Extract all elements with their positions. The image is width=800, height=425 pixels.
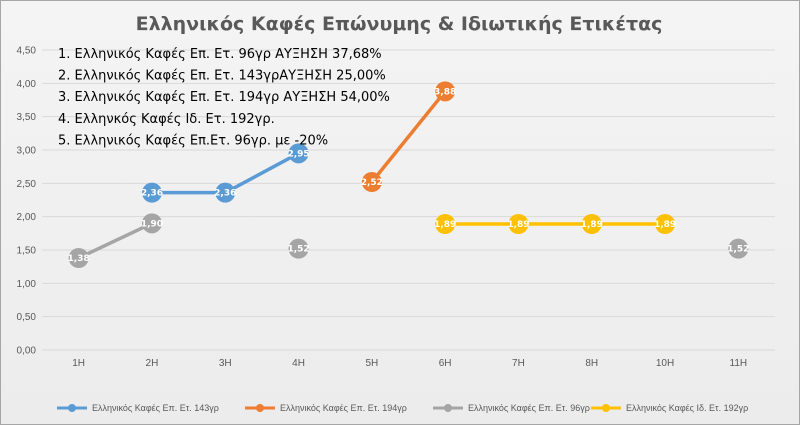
data-label: 1,89 <box>507 220 529 230</box>
legend-label: Ελληνικός Καφές Ιδ. Ετ. 192γρ <box>626 403 748 413</box>
series-line <box>370 90 447 184</box>
data-label: 1,90 <box>141 219 163 229</box>
legend-entry-3: Ελληνικός Καφές Επ. Ετ. 96γρ <box>433 403 590 413</box>
y-tick-label: 0,50 <box>17 312 37 323</box>
legend-label: Ελληνικός Καφές Επ. Ετ. 96γρ <box>468 403 590 413</box>
y-tick-label: 2,00 <box>17 212 37 223</box>
y-axis: 0,00 0,50 1,00 1,50 2,00 2,50 3,00 3,50 4,00 4,50 <box>17 46 37 357</box>
legend-marker <box>68 404 76 412</box>
series-3: 1,38 1,90 1,52 1,52 <box>68 213 749 268</box>
y-tick-label: 4,50 <box>17 46 37 57</box>
legend-entry-2: Ελληνικός Καφές Επ. Ετ. 194γρ <box>245 403 407 413</box>
data-point <box>215 182 236 203</box>
annotation-item: 2. Ελληνικός Καφές Επ. Ετ. 143γρΑΥΞΗΣΗ 2… <box>58 69 386 84</box>
annotation-item: 3. Ελληνικός Καφές Επ. Ετ. 194γρ ΑΥΞΗΣΗ … <box>58 90 390 105</box>
data-point <box>68 248 89 268</box>
y-tick-label: 3,00 <box>17 146 37 157</box>
annotation-item: 4. Ελληνκός Καφές Ιδ. Ετ. 192γρ. <box>58 112 275 127</box>
y-tick-label: 3,50 <box>17 112 37 123</box>
data-point <box>581 214 602 234</box>
annotation-item: 5. Ελληνικός Καφές Επ.Ετ. 96γρ. με -20% <box>58 133 328 148</box>
data-point <box>141 182 162 203</box>
data-label: 2,52 <box>361 178 383 188</box>
data-label: 2,95 <box>287 149 309 159</box>
data-point <box>141 213 162 234</box>
series-1: 2,36 2,36 2,95 <box>141 143 310 203</box>
chart-title: Ελληνικός Καφές Επώνυμης & Ιδιωτικής Ετι… <box>136 13 663 35</box>
data-label: 1,38 <box>68 254 90 264</box>
x-tick-label: 11H <box>730 358 748 369</box>
y-tick-label: 4,00 <box>17 79 37 90</box>
x-tick-label: 10H <box>656 358 674 369</box>
series-2: 2,52 3,88 <box>361 81 456 192</box>
gridlines <box>42 49 775 351</box>
x-tick-label: 5H <box>365 358 378 369</box>
legend-marker <box>256 404 264 412</box>
data-point <box>361 172 382 192</box>
series-4: 1,89 1,89 1,89 1,89 <box>434 214 676 234</box>
y-tick-label: 0,00 <box>17 346 37 357</box>
x-tick-label: 6H <box>439 358 452 369</box>
x-tick-label: 8H <box>585 358 598 369</box>
x-tick-label: 7H <box>512 358 525 369</box>
legend-label: Ελληνικός Καφές Επ. Ετ. 194γρ <box>280 403 407 413</box>
series-area: 2,36 2,36 2,95 2,52 3,88 1,38 1,90 1,52 1,52 1,89… <box>68 81 749 268</box>
x-tick-label: 2H <box>146 358 159 369</box>
y-tick-label: 1,00 <box>17 279 37 290</box>
data-label: 1,52 <box>287 245 309 255</box>
data-label: 1,89 <box>654 220 676 230</box>
data-point <box>655 214 676 234</box>
annotation-item: 1. Ελληνικός Καφές Επ. Ετ. 96γρ ΑΥΞΗΣΗ 3… <box>58 47 382 62</box>
data-label: 1,89 <box>581 220 603 230</box>
data-label: 2,36 <box>214 189 236 199</box>
legend: Ελληνικός Καφές Επ. Ετ. 143γρ Ελληνικός Κ… <box>57 403 748 413</box>
data-label: 1,89 <box>434 220 456 230</box>
x-tick-label: 4H <box>292 358 305 369</box>
x-tick-label: 1H <box>72 358 85 369</box>
legend-marker <box>444 404 452 412</box>
data-label: 3,88 <box>434 87 456 97</box>
legend-entry-4: Ελληνικός Καφές Ιδ. Ετ. 192γρ <box>591 403 748 413</box>
data-point <box>435 81 456 102</box>
legend-label: Ελληνικός Καφές Επ. Ετ. 143γρ <box>92 403 219 413</box>
data-label: 1,52 <box>727 245 749 255</box>
data-point <box>288 238 309 259</box>
legend-entry-1: Ελληνικός Καφές Επ. Ετ. 143γρ <box>57 403 219 413</box>
annotation-list: 1. Ελληνικός Καφές Επ. Ετ. 96γρ ΑΥΞΗΣΗ 3… <box>58 47 390 148</box>
data-point <box>728 238 749 259</box>
data-label: 2,36 <box>141 189 163 199</box>
data-point <box>435 214 456 234</box>
data-point <box>288 143 309 164</box>
series-line <box>77 221 153 260</box>
y-tick-label: 1,50 <box>17 246 37 257</box>
y-tick-label: 2,50 <box>17 179 37 190</box>
x-tick-label: 3H <box>219 358 232 369</box>
legend-marker <box>602 404 610 412</box>
data-point <box>508 214 529 234</box>
x-axis: 1H 2H 3H 4H 5H 6H 7H 8H 10H 11H <box>72 358 747 369</box>
